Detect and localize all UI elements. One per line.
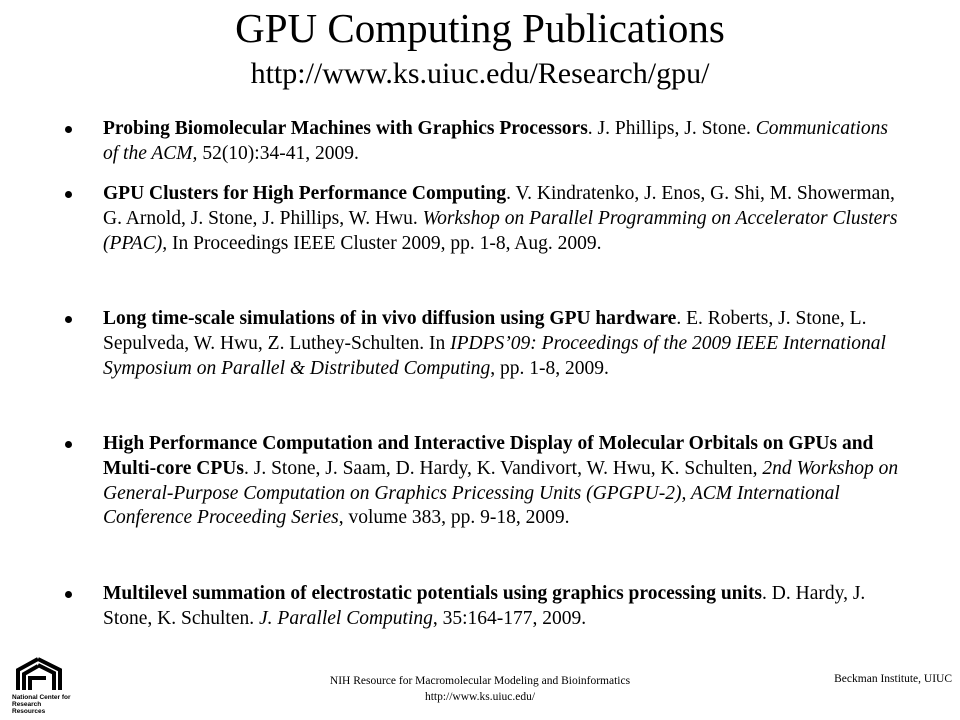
text-segment: 2nd Workshop on General-Purpose Computat…: [103, 457, 899, 529]
text-segment: , pp. 1-8, 2009.: [490, 357, 609, 379]
text-segment: 52(10):34-41, 2009.: [197, 142, 359, 164]
text-segment: Long time-scale simulations of in vivo d…: [103, 308, 677, 329]
publication: Probing Biomolecular Machines with Graph…: [65, 117, 903, 167]
publication: GPU Clusters for High Performance Comput…: [65, 182, 903, 256]
text-segment: . V. Kindratenko, J. Enos, G. Shi, M. Sh…: [103, 183, 895, 229]
text-segment: Probing Biomolecular Machines with Graph…: [103, 118, 588, 139]
text-segment: IPDPS’09: Proceedings of the 2009 IEEE I…: [103, 332, 886, 379]
text-segment: Communications of the ACM,: [103, 118, 888, 164]
publication: High Performance Computation and Interac…: [65, 432, 903, 531]
text-segment: . J. Stone, J. Saam, D. Hardy, K. Vandiv…: [243, 457, 763, 479]
text-segment: In Proceedings IEEE Cluster 2009, pp. 1-…: [167, 232, 602, 254]
footer-line: NIH Resource for Macromolecular Modeling…: [329, 675, 631, 687]
logo: [16, 657, 62, 690]
text-segment: . J. Phillips, J. Stone.: [587, 118, 756, 139]
text-segment: High Performance Computation and Interac…: [103, 433, 874, 479]
text-segment: Workshop on Parallel Programming on Acce…: [103, 207, 898, 254]
text-segment: J. Parallel Computing: [259, 607, 433, 629]
footer-center: NIH Resource for Macromolecular Modeling…: [250, 673, 710, 705]
footer-url: http://www.ks.uiuc.edu/: [424, 691, 536, 703]
text-segment: . D. Hardy, J. Stone, K. Schulten.: [103, 583, 866, 629]
footer-right: Beckman Institute, UIUC: [834, 673, 952, 685]
publication: Long time-scale simulations of in vivo d…: [65, 307, 903, 381]
text-segment: . E. Roberts, J. Stone, L. Sepulveda, W.…: [103, 308, 867, 354]
slide-subtitle: http://www.ks.uiuc.edu/Research/gpu/: [250, 57, 710, 90]
slide-title: GPU Computing Publications: [235, 5, 725, 51]
text-segment: GPU Clusters for High Performance Comput…: [103, 183, 507, 204]
logo-text: National Center for Research Resources: [12, 694, 71, 715]
text-segment: , 35:164-177, 2009.: [432, 607, 587, 629]
publication: Multilevel summation of electrostatic po…: [65, 582, 903, 632]
text-segment: Multilevel summation of electrostatic po…: [103, 583, 763, 604]
text-segment: , volume 383, pp. 9-18, 2009.: [338, 507, 570, 529]
